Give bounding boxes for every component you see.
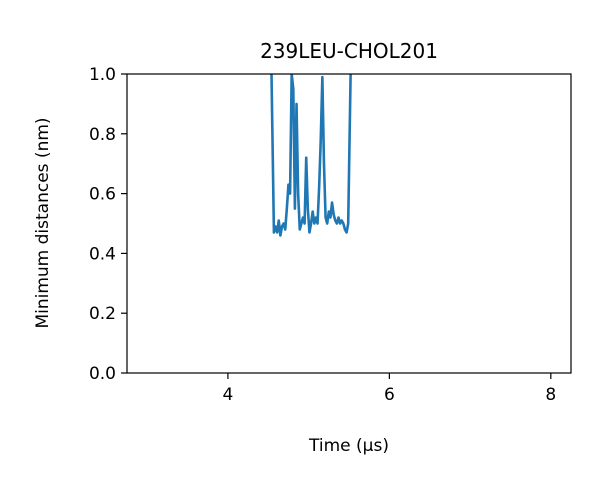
y-tick-label: 0.4 [89, 244, 116, 264]
y-tick-label: 0.6 [89, 185, 116, 205]
y-tick-label: 0.2 [89, 304, 116, 324]
x-tick-label: 6 [384, 385, 395, 405]
x-tick-label: 4 [222, 385, 233, 405]
y-axis-label: Minimum distances (nm) [33, 117, 53, 328]
y-axis: 0.0 0.2 0.4 0.6 0.8 1.0 [89, 65, 127, 384]
y-tick-label: 1.0 [89, 65, 116, 85]
chart-title: 239LEU-CHOL201 [260, 39, 438, 63]
x-axis: 4 6 8 [222, 373, 556, 405]
series-layer [270, 74, 352, 237]
y-tick-label: 0.8 [89, 125, 116, 145]
series-line-1 [270, 74, 352, 237]
x-axis-label: Time (μs) [308, 436, 389, 456]
x-tick-label: 8 [545, 385, 556, 405]
y-tick-label: 0.0 [89, 364, 116, 384]
plot-frame [126, 73, 572, 374]
